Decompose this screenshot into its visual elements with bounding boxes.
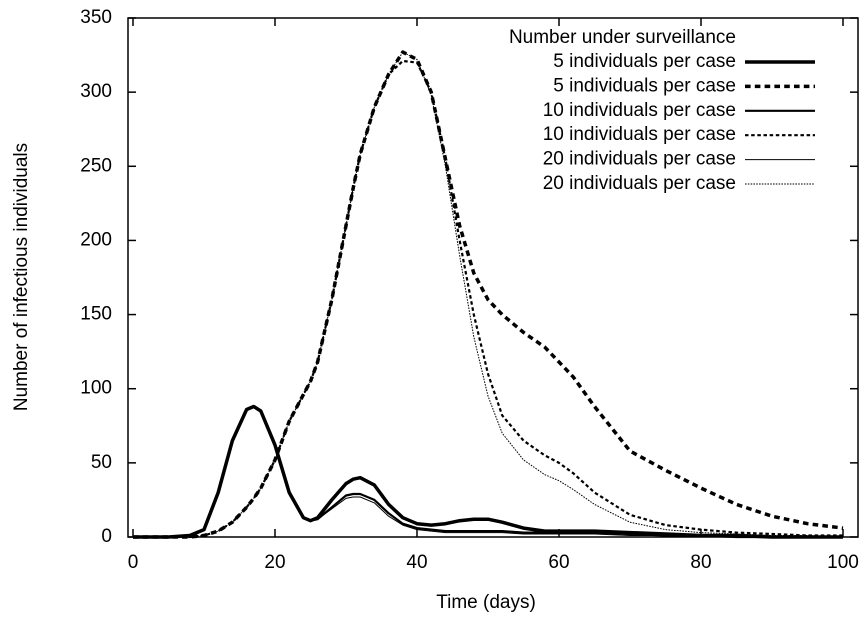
x-tick-label: 80 (690, 552, 711, 573)
legend-label: 5 individuals per case (553, 75, 736, 96)
y-tick-label: 100 (80, 378, 112, 399)
series-line (133, 51, 844, 538)
x-tick-label: 0 (128, 552, 139, 573)
y-tick-label: 250 (80, 155, 112, 176)
legend-title: Number under surveillance (509, 27, 736, 48)
plot-frame (127, 17, 859, 538)
legend-label: 5 individuals per case (553, 51, 736, 72)
legend-label: 10 individuals per case (543, 124, 736, 145)
y-tick-label: 300 (80, 81, 112, 102)
x-tick-label: 40 (406, 552, 427, 573)
y-tick-label: 200 (80, 229, 112, 250)
series-line (133, 406, 843, 538)
x-axis-label: Time (days) (436, 592, 536, 613)
y-tick-label: 50 (91, 452, 112, 473)
series-line (133, 50, 844, 539)
x-tick-label: 60 (548, 552, 569, 573)
legend-label: 10 individuals per case (543, 100, 736, 121)
x-tick-label: 100 (827, 552, 859, 573)
x-tick-label: 20 (264, 552, 285, 573)
y-tick-label: 350 (80, 7, 112, 28)
series-line (133, 59, 843, 539)
y-tick-label: 0 (101, 526, 112, 547)
y-axis-label: Number of infectious individuals (11, 143, 32, 411)
y-tick-label: 150 (80, 304, 112, 325)
legend-label: 20 individuals per case (543, 149, 736, 170)
legend-label: 20 individuals per case (543, 173, 736, 194)
